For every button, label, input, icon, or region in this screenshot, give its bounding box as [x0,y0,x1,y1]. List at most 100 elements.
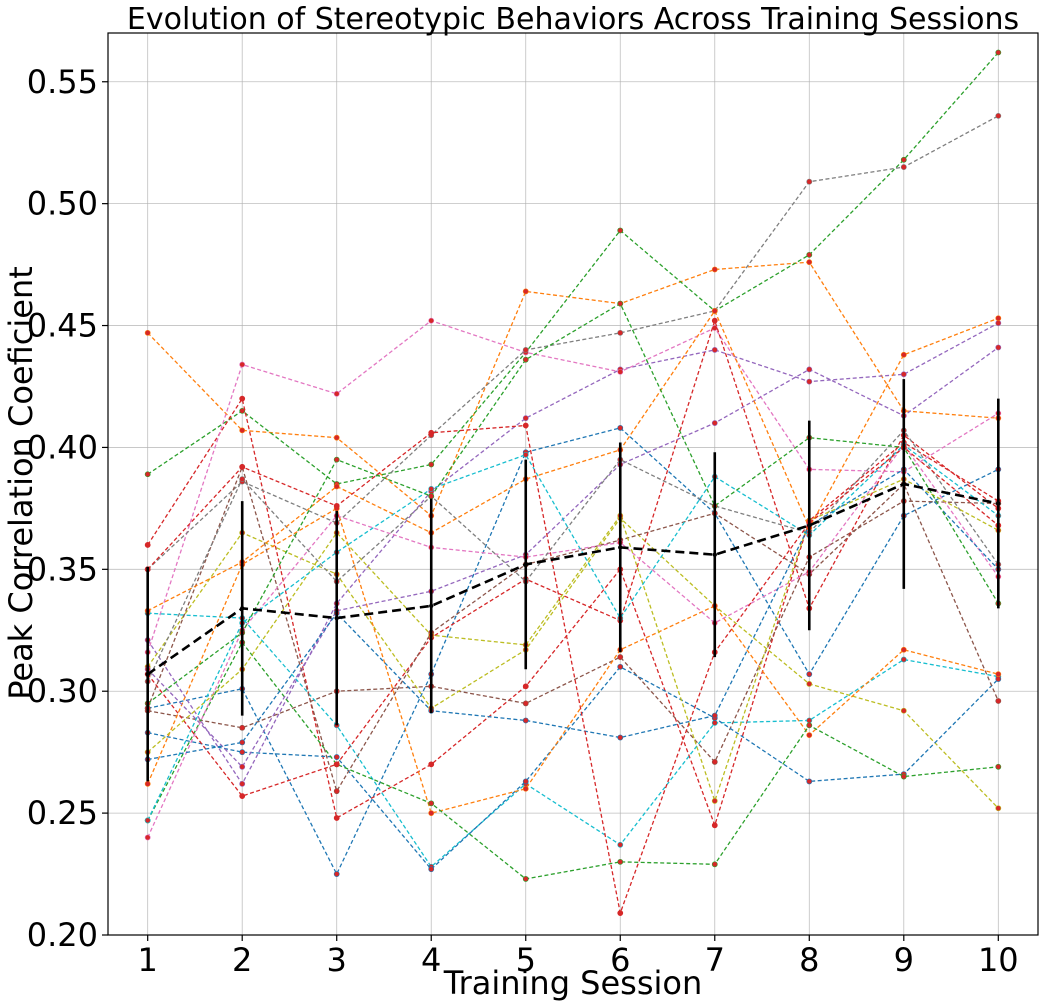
data-point [428,866,435,873]
data-point [144,817,151,824]
data-point [900,773,907,780]
y-tick-label: 0.50 [27,185,98,223]
data-point [711,861,718,868]
series-10 [144,610,1002,870]
data-point [995,112,1002,119]
series-line [147,318,999,797]
data-point [995,763,1002,770]
data-point [428,810,435,817]
data-point [333,788,340,795]
series-line [147,641,999,880]
data-point [522,683,529,690]
data-point [239,464,246,470]
plot-frame [107,32,1039,936]
data-point [333,456,340,463]
data-point [333,871,340,877]
data-point [617,910,624,916]
data-point [900,646,907,653]
series-line [147,427,999,876]
data-point [711,317,718,324]
data-point [239,407,246,414]
series-20 [144,442,1002,824]
data-point [900,156,907,163]
series-8 [144,112,1002,573]
data-point [617,368,624,375]
data-point [900,707,907,714]
mean-point [523,562,528,567]
data-point [239,793,246,799]
series-line [147,309,999,612]
data-point [239,395,246,402]
data-point [806,681,813,687]
data-point [522,356,529,363]
data-point [144,329,151,336]
series-line [147,478,999,803]
data-point [428,317,435,324]
data-point [617,227,624,234]
series-line [147,443,999,838]
data-point [428,461,435,468]
series-21 [144,466,1002,763]
data-point [522,288,529,295]
data-point [806,722,813,729]
data-point [711,759,718,765]
data-point [333,815,340,821]
series-line [147,464,999,793]
mean-point [807,523,812,528]
series-9 [144,515,1002,812]
series-17 [144,442,1002,841]
data-point [995,320,1002,327]
data-point [806,671,813,678]
x-tick-label: 3 [327,941,347,979]
data-point [900,371,907,378]
series-13 [144,639,1002,882]
series-2 [144,259,1002,519]
mean-point [429,603,434,609]
data-point [239,476,246,483]
y-axis-label: Peak Correlation Coeficient [2,266,40,700]
data-point [617,425,624,431]
series-line [147,302,999,704]
data-point [711,822,718,829]
data-point [806,732,813,738]
data-point [333,503,340,509]
data-point [711,266,718,273]
data-point [711,798,718,804]
x-tick-label: 5 [516,941,536,979]
data-point [617,734,624,741]
data-point [617,663,624,670]
data-point [522,717,529,724]
data-point [144,471,151,478]
data-point [995,671,1002,678]
data-point [333,761,340,768]
data-point [522,778,529,785]
series-line [147,424,999,916]
data-point [806,251,813,258]
data-point [522,700,529,707]
mean-point [901,481,906,487]
x-tick-label: 6 [610,941,630,979]
data-point [428,800,435,807]
data-point [711,308,718,314]
data-point [522,415,529,422]
series-line [147,397,999,828]
series-24 [144,422,1002,916]
data-point [333,754,340,760]
data-point [428,493,435,500]
series-line [147,500,999,764]
series-line [147,517,999,809]
data-point [806,378,813,385]
data-point [806,178,813,185]
data-point [522,451,529,458]
x-tick-label: 7 [705,941,725,979]
mean-point [712,552,717,557]
data-point [995,344,1002,351]
data-point [995,49,1002,56]
series-line [147,468,999,761]
mean-point [145,671,150,677]
data-point [144,780,151,787]
data-point [900,164,907,170]
mean-line [146,482,999,676]
data-point [239,724,246,731]
data-point [711,420,718,426]
